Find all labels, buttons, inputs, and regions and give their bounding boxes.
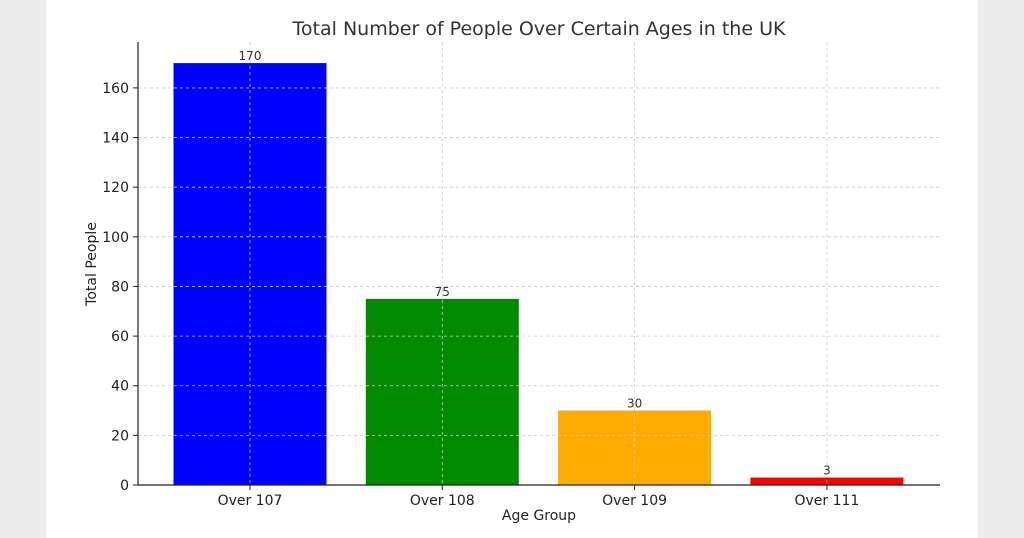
y-tick-label: 80: [111, 279, 129, 295]
bar-value-label: 170: [239, 49, 262, 63]
y-tick-label: 100: [102, 230, 129, 246]
y-tick-label: 0: [120, 478, 129, 494]
bars-layer: [173, 63, 904, 485]
y-tick-label: 40: [111, 379, 129, 395]
axes-layer: [137, 42, 940, 486]
ticks-layer: 0 20 40 60 80 100 120 140 160 Over 107 Over 108 Ove…: [102, 81, 859, 509]
bar-value-label: 30: [627, 397, 642, 411]
y-tick-label: 160: [102, 81, 129, 97]
y-tick-label: 60: [111, 329, 129, 345]
x-tick-label: Over 109: [602, 493, 667, 509]
y-tick-label: 120: [102, 180, 129, 196]
x-tick-label: Over 107: [218, 493, 283, 509]
y-tick-label: 140: [102, 131, 129, 147]
y-axis-label: Total People: [84, 222, 100, 307]
bar-value-label: 3: [823, 464, 831, 478]
x-tick-label: Over 111: [794, 493, 859, 509]
chart-title: Total Number of People Over Certain Ages…: [292, 18, 786, 40]
x-axis-label: Age Group: [502, 508, 576, 524]
data-labels-layer: 170 75 30 3: [239, 49, 831, 477]
bar-value-label: 75: [435, 285, 450, 299]
x-tick-label: Over 108: [410, 493, 475, 509]
y-tick-label: 20: [111, 428, 129, 444]
